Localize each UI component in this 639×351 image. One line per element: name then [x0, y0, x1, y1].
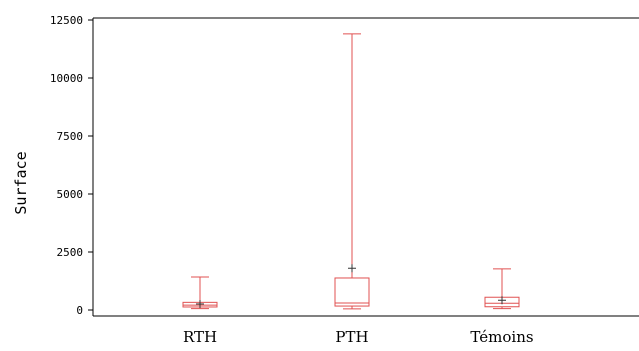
y-tick-label: 5000	[57, 188, 84, 201]
iqr-box	[334, 277, 370, 307]
boxes	[182, 33, 520, 310]
x-category-label: PTH	[335, 328, 368, 346]
x-category-label: RTH	[183, 328, 217, 346]
y-tick-label: 0	[76, 304, 83, 317]
x-category-label: Témoins	[470, 328, 533, 346]
y-tick-label: 7500	[57, 130, 84, 143]
box-pth	[334, 33, 370, 310]
y-tick-label: 12500	[50, 14, 83, 27]
box-témoins	[484, 268, 520, 310]
box-rth	[182, 276, 218, 310]
y-tick-label: 2500	[57, 246, 84, 259]
y-axis-title: Surface	[12, 151, 30, 214]
axes: 0 2500 5000 7500 10000 12500 RTH PTH Témoins	[50, 14, 639, 346]
y-tick-label: 10000	[50, 72, 83, 85]
